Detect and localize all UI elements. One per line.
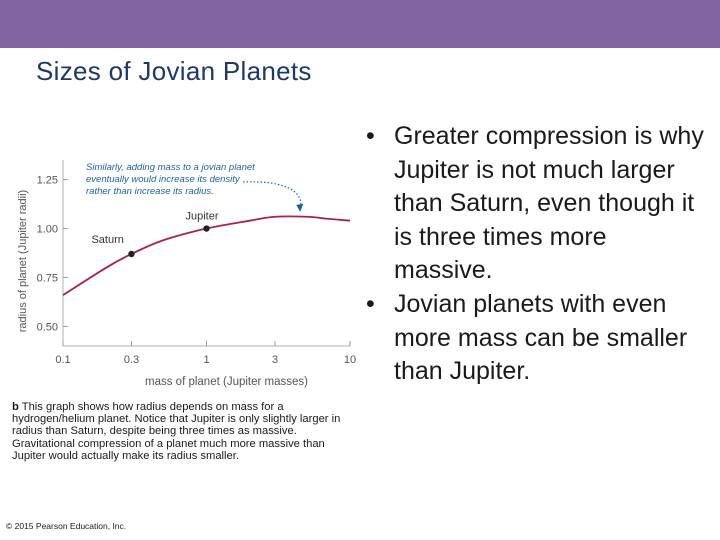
planet-point [203,225,210,232]
y-tick-label: 1.00 [37,224,58,236]
x-tick-label: 1 [203,354,209,366]
planet-label: Saturn [91,234,123,246]
annotation-line: Similarly, adding mass to a jovian plane… [86,162,255,173]
planet-point [128,250,135,258]
header-bar [0,0,720,48]
radius-mass-chart: 0.50 0.75 1.00 1.25 0.1 0.3 1 3 10 mass of planet… [17,160,356,388]
bullet-list: • Greater compression is why Jupiter is … [366,120,706,389]
figure-caption: b This graph shows how radius depends on… [12,401,352,462]
copyright-notice: © 2015 Pearson Education, Inc. [6,521,127,531]
y-tick-label: 0.50 [37,321,58,333]
planet-label: Jupiter [186,211,219,223]
x-tick-label: 0.1 [55,354,70,366]
radius-curve [62,215,351,296]
bullet-item: • Jovian planets with even more mass can… [366,288,706,389]
annotation-line: rather than increase its radius. [86,186,214,197]
bullet-text: Jovian planets with even more mass can b… [394,289,688,386]
bullet-item: • Greater compression is why Jupiter is … [366,120,706,288]
bullet-marker: • [366,122,375,150]
y-axis-label: radius of planet (Jupiter radii) [17,190,29,332]
caption-text: This graph shows how radius depends on m… [12,401,341,462]
annotation-arrow [242,181,302,209]
x-tick-label: 3 [272,354,278,366]
bullet-text: Greater compression is why Jupiter is no… [394,122,704,285]
x-axis-label: mass of planet (Jupiter masses) [145,376,308,388]
x-tick-label: 0.3 [124,354,139,366]
y-tick-label: 1.25 [37,175,58,187]
x-tick-label: 10 [344,354,356,366]
bullet-marker: • [366,289,375,318]
annotation-line: eventually would increase its density [86,174,241,185]
y-tick-label: 0.75 [37,272,58,284]
slide-title: Sizes of Jovian Planets [36,56,312,86]
annotation-arrowhead [296,203,304,212]
caption-label: b [12,401,19,413]
